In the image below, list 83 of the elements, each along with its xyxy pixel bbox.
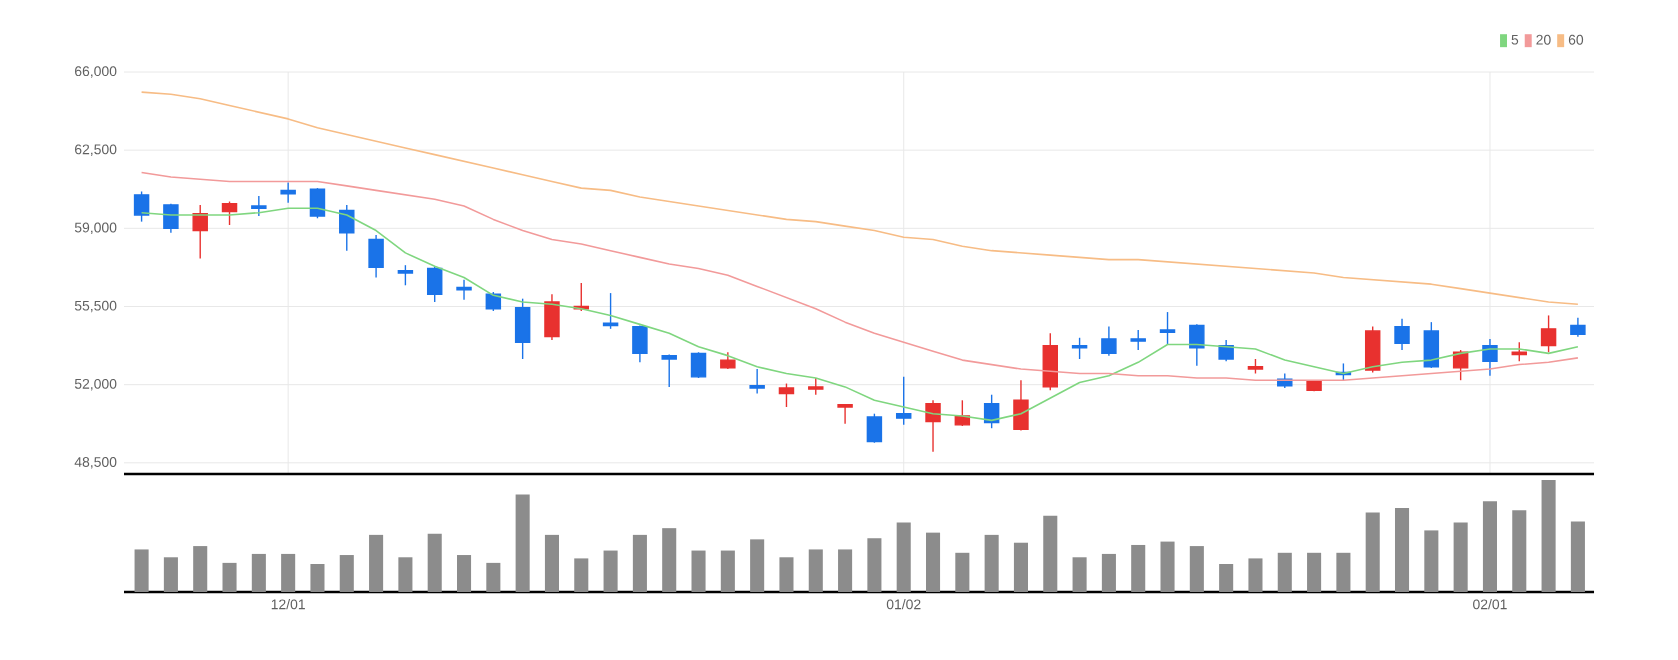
candlestick (1159, 311, 1176, 346)
bar (1013, 542, 1028, 592)
bar (1307, 552, 1322, 592)
bar (427, 533, 442, 592)
bar (691, 550, 706, 592)
bar (222, 562, 237, 592)
bar (310, 564, 325, 592)
bar (867, 538, 882, 592)
bar (1453, 522, 1468, 592)
bar (1336, 552, 1351, 592)
bar (1219, 564, 1234, 592)
bar (1043, 515, 1058, 592)
candlestick (895, 376, 912, 426)
bar (1541, 479, 1556, 592)
bar (1512, 510, 1527, 592)
bar (369, 534, 384, 592)
candlestick (514, 297, 531, 360)
candlestick (339, 204, 355, 252)
bar (632, 534, 647, 592)
candlestick (251, 195, 267, 217)
candlestick (221, 200, 238, 226)
candlestick (1394, 318, 1410, 351)
candlestick (1423, 321, 1440, 369)
candlestick (1540, 314, 1557, 353)
candlestick (1570, 316, 1586, 338)
candlestick (661, 353, 677, 388)
bar (193, 546, 208, 592)
bar (1101, 553, 1116, 592)
candlestick (133, 190, 150, 223)
bar (779, 557, 794, 592)
bar (1248, 558, 1263, 592)
candlestick (749, 368, 765, 395)
bar (984, 534, 999, 592)
bar (1131, 544, 1146, 592)
bar (1189, 546, 1204, 592)
bar (1394, 508, 1410, 592)
candlestick (397, 264, 414, 286)
candlestick (1130, 329, 1146, 351)
bar (925, 532, 941, 592)
bar (1482, 501, 1497, 592)
bar (574, 558, 589, 592)
bar (1365, 512, 1380, 592)
bar (456, 555, 472, 592)
candlestick (280, 181, 296, 204)
bar (603, 550, 618, 592)
candlestick (866, 413, 883, 444)
bar (134, 549, 149, 592)
candlestick (1364, 325, 1381, 374)
candlestick (1071, 337, 1088, 360)
bar (281, 553, 296, 592)
bar (398, 557, 413, 592)
bar (896, 522, 911, 592)
bar (486, 562, 501, 592)
bar (662, 528, 677, 592)
candlestick (690, 351, 707, 379)
candlestick (426, 265, 443, 303)
candlestick (1189, 323, 1205, 367)
bar (1072, 557, 1087, 592)
bar (339, 555, 354, 592)
bar (720, 550, 735, 592)
bar (955, 552, 970, 592)
bar (1570, 521, 1585, 592)
candlestick (632, 324, 648, 364)
candlestick (925, 399, 941, 453)
candlestick (1013, 379, 1029, 432)
bar (750, 539, 765, 592)
candlestick (837, 404, 853, 425)
candlestick (544, 293, 560, 341)
bar (544, 534, 559, 592)
candlestick (309, 187, 326, 219)
candlestick (1042, 332, 1058, 391)
candlestick (368, 234, 384, 279)
bar (808, 549, 823, 592)
bar (838, 549, 853, 592)
candlestick (778, 382, 795, 408)
candlestick (192, 204, 208, 260)
bar (1160, 541, 1175, 592)
bar (515, 494, 530, 592)
bar (163, 557, 178, 592)
bar (1424, 530, 1439, 592)
candlestick (1101, 325, 1117, 357)
bar (251, 553, 266, 592)
bar (1277, 552, 1292, 592)
